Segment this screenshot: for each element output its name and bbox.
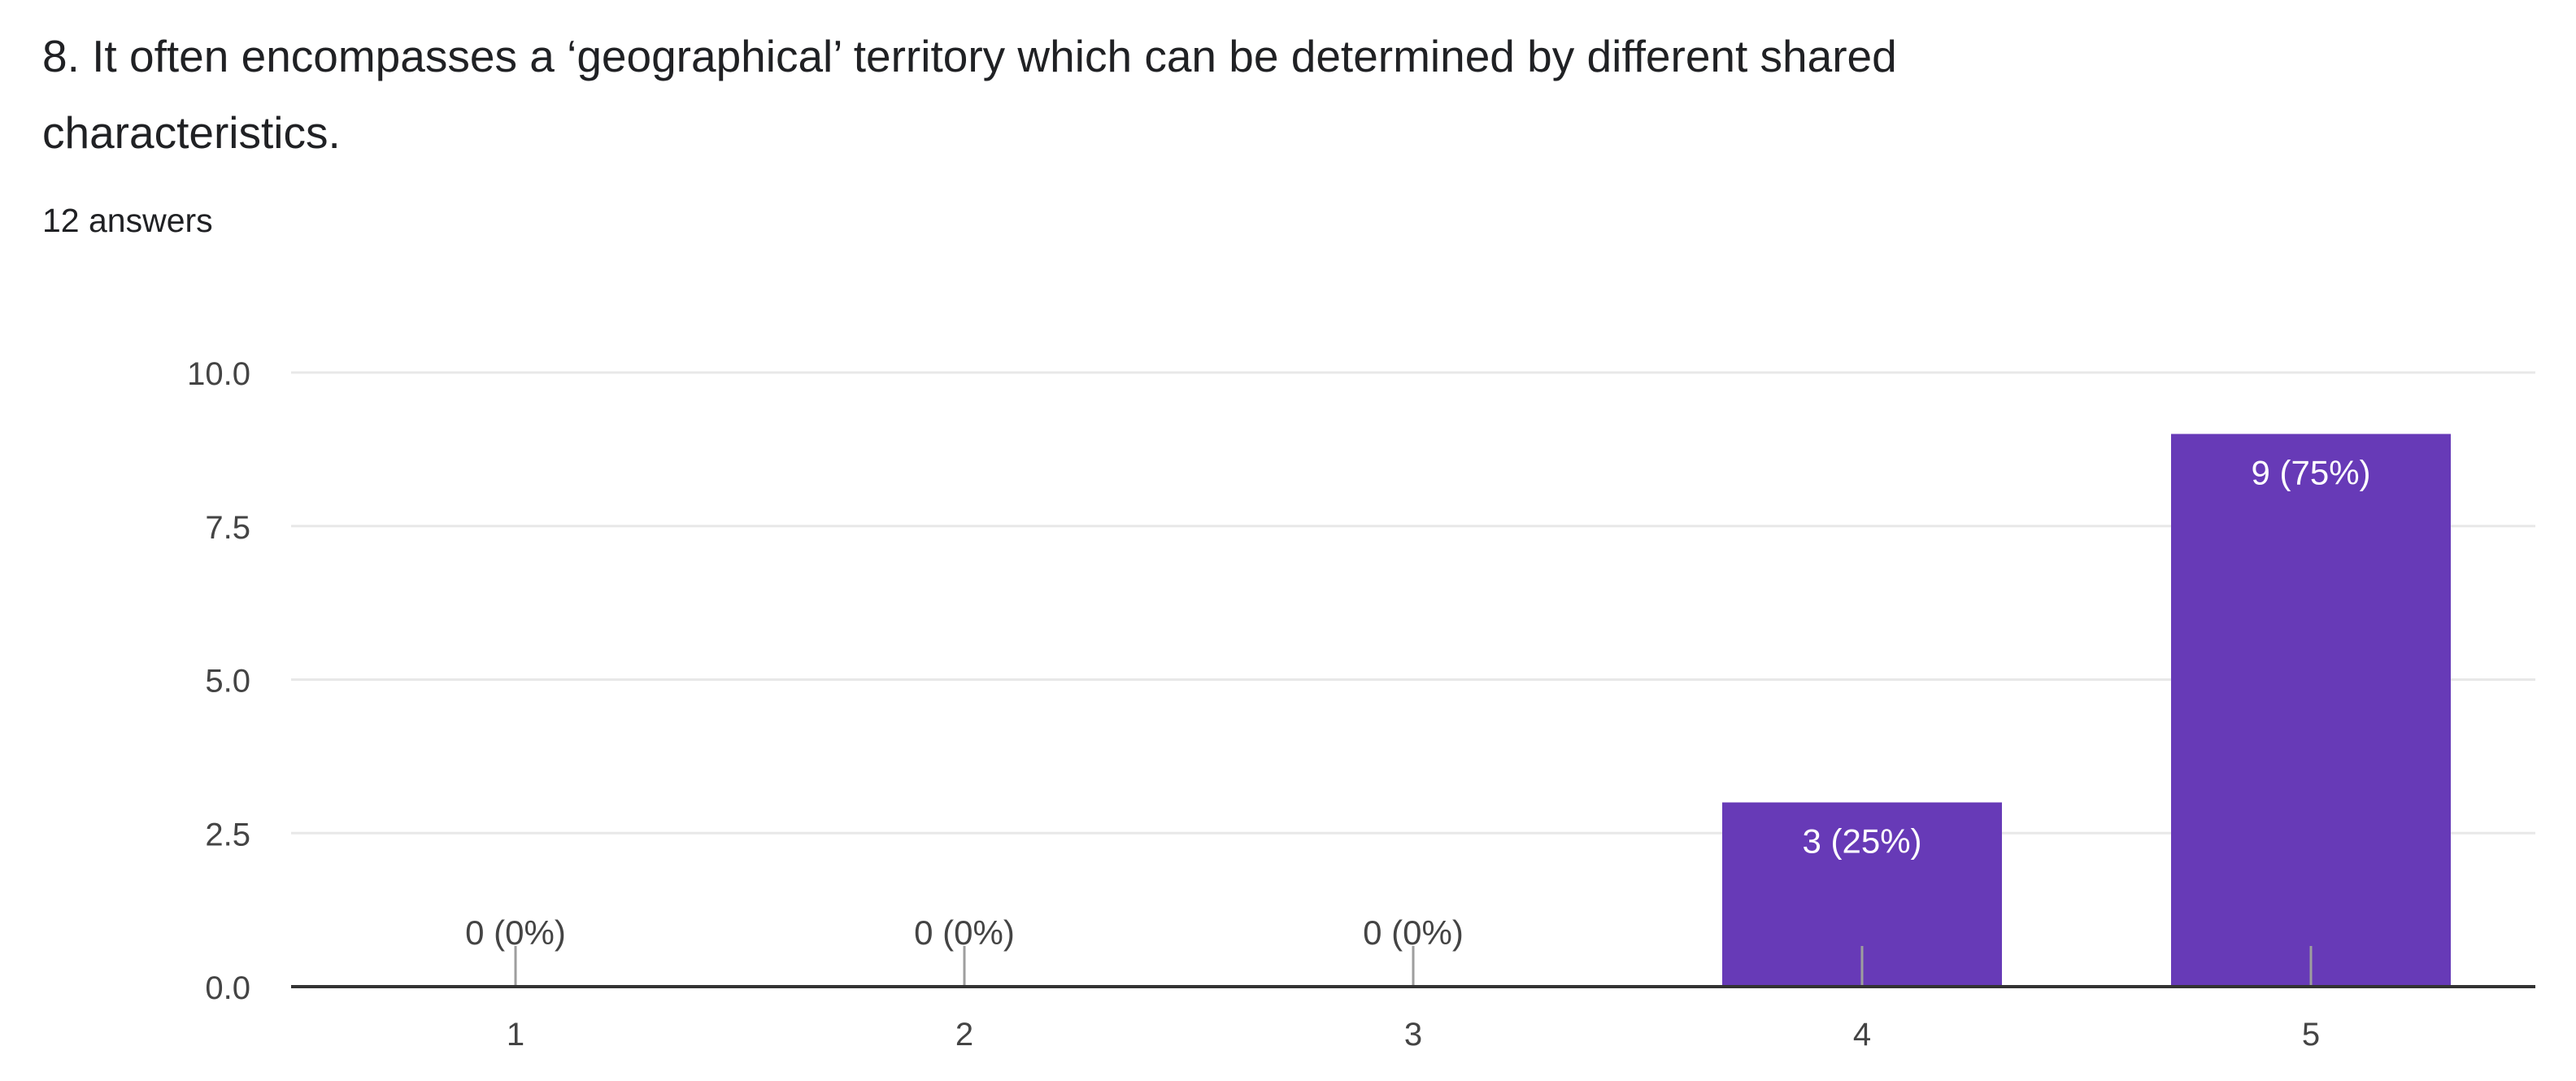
grid-layer	[291, 371, 2535, 835]
y-tick-label: 7.5	[205, 510, 250, 546]
data-label: 9 (75%)	[2251, 454, 2370, 492]
y-tick-label: 5.0	[205, 664, 250, 700]
x-tick-label: 5	[2302, 1017, 2320, 1053]
y-tick-label: 10.0	[187, 356, 250, 392]
question-title: 8. It often encompasses a ‘geographical’…	[42, 31, 1897, 158]
data-label: 3 (25%)	[1802, 822, 1921, 861]
y-tick-label: 2.5	[205, 817, 250, 852]
y-tick-label: 0.0	[205, 970, 250, 1006]
label-layer: 0.0 2.5 5.0 7.5 10.0 1 0 (0%) 2 0 (0%) 3 0 (0%) 4 3 …	[187, 356, 2370, 1053]
x-tick-label: 2	[955, 1017, 973, 1053]
data-label: 0 (0%)	[465, 913, 566, 952]
bar-5[interactable]	[2171, 434, 2451, 987]
answer-count: 12 answers	[42, 202, 213, 239]
data-label: 0 (0%)	[914, 913, 1015, 952]
data-label: 0 (0%)	[1363, 913, 1464, 952]
x-tick-label: 1	[507, 1017, 524, 1053]
axis-layer	[291, 946, 2535, 988]
bar-layer	[1722, 434, 2451, 987]
x-tick-label: 3	[1404, 1017, 1422, 1053]
x-tick-label: 4	[1853, 1017, 1871, 1053]
